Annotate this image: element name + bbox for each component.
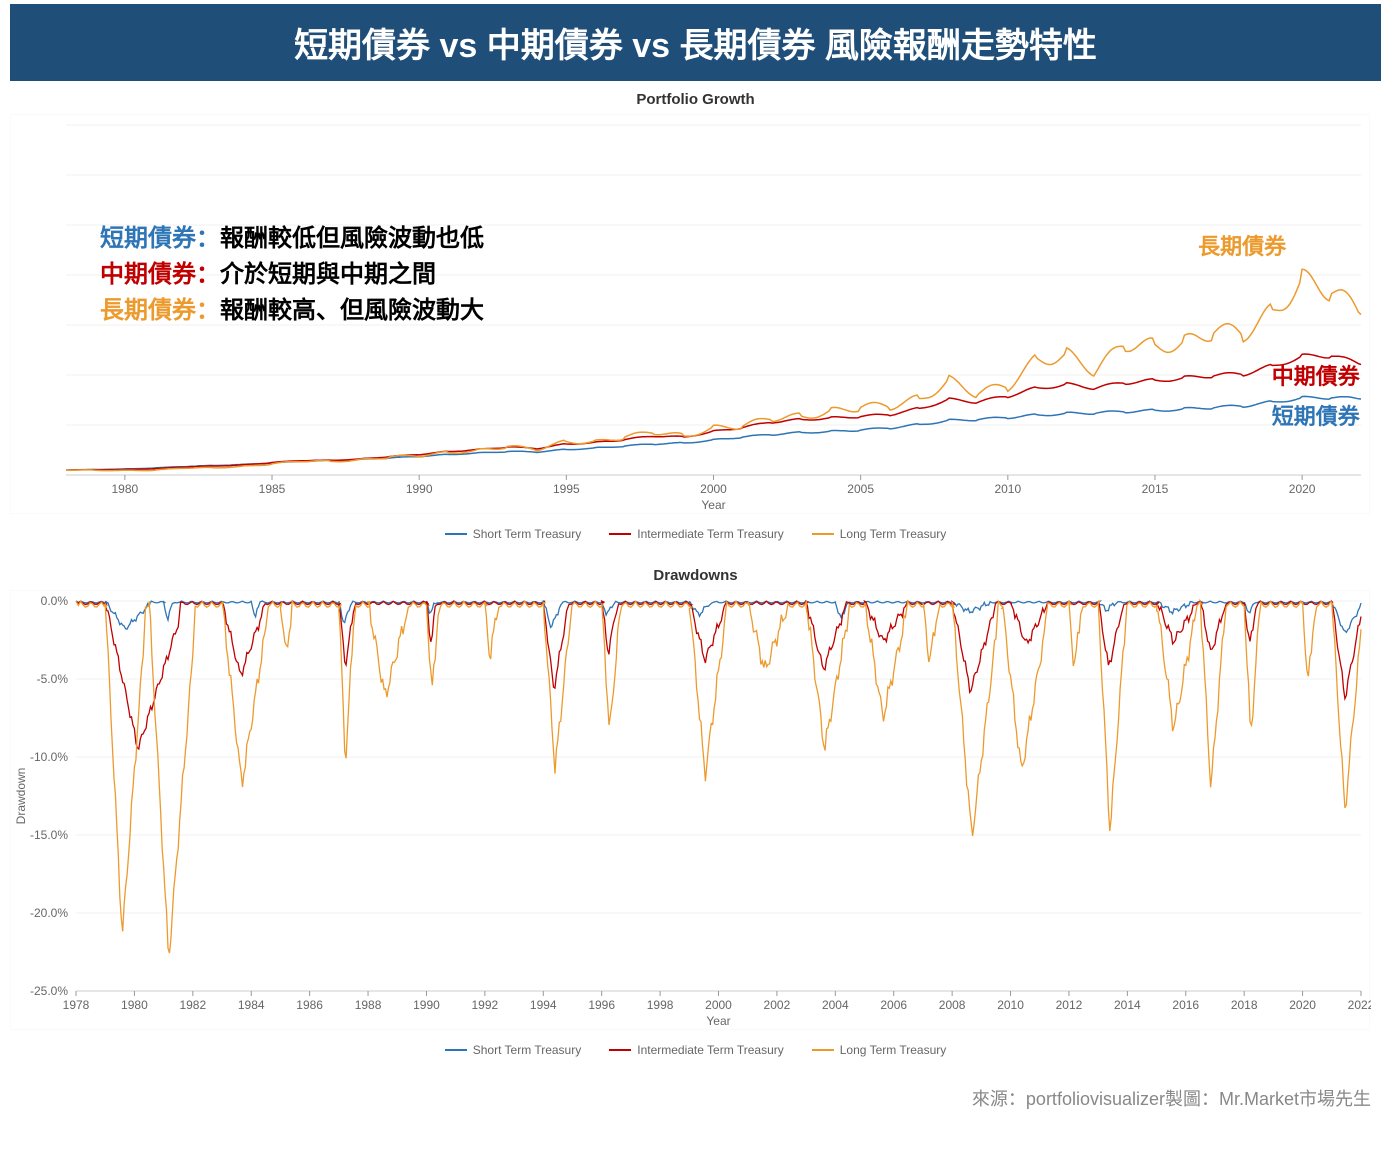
svg-text:1996: 1996 <box>588 998 615 1012</box>
svg-text:-25.0%: -25.0% <box>30 984 68 998</box>
svg-text:Year: Year <box>701 498 725 512</box>
annotation-key: 短期債券： <box>100 221 220 257</box>
legend-label: Short Term Treasury <box>473 1043 581 1057</box>
legend-item: Intermediate Term Treasury <box>609 527 784 541</box>
legend-line-icon <box>812 533 834 535</box>
drawdown-legend: Short Term Treasury Intermediate Term Tre… <box>10 1030 1381 1075</box>
annotation-box: 短期債券：報酬較低但風險波動也低中期債券：介於短期與中期之間長期債券：報酬較高、… <box>100 221 484 329</box>
legend-item: Intermediate Term Treasury <box>609 1043 784 1057</box>
drawdown-chart-title: Drawdowns <box>10 567 1381 584</box>
svg-text:2010: 2010 <box>994 482 1021 496</box>
series-end-label: 短期債券 <box>1272 399 1360 431</box>
legend-label: Long Term Treasury <box>840 1043 947 1057</box>
drawdown-chart-area: 0.0% -5.0% -10.0% -15.0% -20.0% -25.0% Drawdow… <box>10 590 1370 1030</box>
legend-item: Long Term Treasury <box>812 1043 947 1057</box>
drawdown-series-line <box>76 601 1361 953</box>
svg-text:1982: 1982 <box>179 998 206 1012</box>
svg-text:1986: 1986 <box>296 998 323 1012</box>
annotation-row: 短期債券：報酬較低但風險波動也低 <box>100 221 484 257</box>
svg-text:1978: 1978 <box>63 998 90 1012</box>
series-end-label: 長期債券 <box>1198 229 1286 261</box>
growth-legend: Short Term Treasury Intermediate Term Tre… <box>10 514 1381 559</box>
svg-text:0.0%: 0.0% <box>41 594 69 608</box>
legend-line-icon <box>812 1049 834 1051</box>
svg-text:1988: 1988 <box>355 998 382 1012</box>
growth-chart-container: Portfolio Growth 1980 1985 1990 1995 2000 200… <box>10 91 1381 559</box>
svg-text:2014: 2014 <box>1114 998 1141 1012</box>
legend-item: Short Term Treasury <box>445 1043 581 1057</box>
annotation-value: 報酬較低但風險波動也低 <box>220 225 484 252</box>
drawdown-chart-container: Drawdowns 0.0% -5.0% -10.0% -15.0% -20.0% -25… <box>10 567 1381 1075</box>
svg-text:2000: 2000 <box>705 998 732 1012</box>
svg-text:1998: 1998 <box>647 998 674 1012</box>
svg-text:2015: 2015 <box>1142 482 1169 496</box>
legend-label: Intermediate Term Treasury <box>637 527 784 541</box>
svg-text:2008: 2008 <box>939 998 966 1012</box>
svg-text:1994: 1994 <box>530 998 557 1012</box>
growth-chart-title: Portfolio Growth <box>10 91 1381 108</box>
legend-line-icon <box>609 1049 631 1051</box>
annotation-value: 報酬較高、但風險波動大 <box>220 297 484 324</box>
annotation-key: 長期債券： <box>100 293 220 329</box>
svg-text:1985: 1985 <box>259 482 286 496</box>
annotation-value: 介於短期與中期之間 <box>220 261 436 288</box>
svg-text:2020: 2020 <box>1289 482 1316 496</box>
annotation-row: 中期債券：介於短期與中期之間 <box>100 257 484 293</box>
svg-text:2020: 2020 <box>1289 998 1316 1012</box>
legend-label: Short Term Treasury <box>473 527 581 541</box>
growth-series-line <box>66 354 1361 470</box>
footer-credit: 來源：portfoliovisualizer製圖：Mr.Market市場先生 <box>0 1075 1391 1121</box>
svg-text:1992: 1992 <box>472 998 499 1012</box>
svg-text:2006: 2006 <box>880 998 907 1012</box>
legend-label: Long Term Treasury <box>840 527 947 541</box>
svg-text:2005: 2005 <box>847 482 874 496</box>
svg-text:-15.0%: -15.0% <box>30 828 68 842</box>
growth-series-line <box>66 396 1361 470</box>
svg-text:-20.0%: -20.0% <box>30 906 68 920</box>
legend-line-icon <box>445 1049 467 1051</box>
svg-text:1984: 1984 <box>238 998 265 1012</box>
svg-text:2016: 2016 <box>1172 998 1199 1012</box>
legend-item: Short Term Treasury <box>445 527 581 541</box>
svg-text:-5.0%: -5.0% <box>37 672 69 686</box>
svg-text:1990: 1990 <box>406 482 433 496</box>
svg-text:2010: 2010 <box>997 998 1024 1012</box>
header-title: 短期債券 vs 中期債券 vs 長期債券 風險報酬走勢特性 <box>10 4 1381 81</box>
series-end-label: 中期債券 <box>1272 359 1360 391</box>
svg-text:1995: 1995 <box>553 482 580 496</box>
svg-text:Year: Year <box>706 1014 730 1028</box>
svg-text:2004: 2004 <box>822 998 849 1012</box>
legend-line-icon <box>609 533 631 535</box>
svg-text:1980: 1980 <box>112 482 139 496</box>
svg-text:-10.0%: -10.0% <box>30 750 68 764</box>
drawdown-series-line <box>76 601 1361 749</box>
legend-item: Long Term Treasury <box>812 527 947 541</box>
svg-text:2012: 2012 <box>1056 998 1083 1012</box>
svg-text:1980: 1980 <box>121 998 148 1012</box>
svg-text:Drawdown: Drawdown <box>14 768 28 825</box>
svg-text:1990: 1990 <box>413 998 440 1012</box>
annotation-key: 中期債券： <box>100 257 220 293</box>
annotation-row: 長期債券：報酬較高、但風險波動大 <box>100 293 484 329</box>
svg-text:2018: 2018 <box>1231 998 1258 1012</box>
svg-text:2022: 2022 <box>1348 998 1371 1012</box>
legend-label: Intermediate Term Treasury <box>637 1043 784 1057</box>
svg-text:2000: 2000 <box>700 482 727 496</box>
svg-text:2002: 2002 <box>764 998 791 1012</box>
legend-line-icon <box>445 533 467 535</box>
